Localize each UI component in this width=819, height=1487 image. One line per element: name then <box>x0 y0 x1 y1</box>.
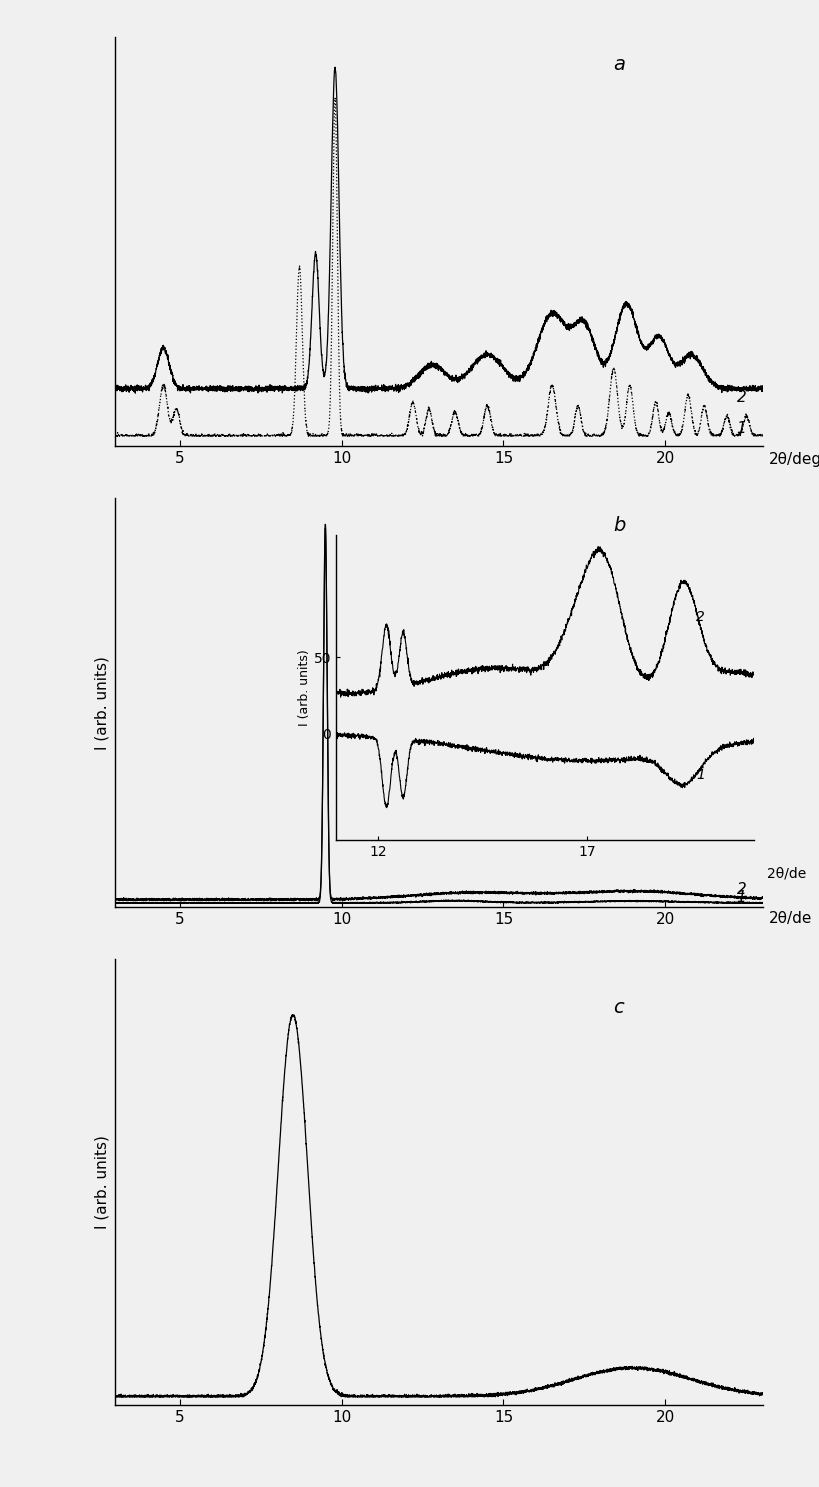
Text: 2θ/de: 2θ/de <box>768 912 812 926</box>
Text: 2θ/de: 2θ/de <box>766 867 805 880</box>
Y-axis label: I (arb. units): I (arb. units) <box>297 650 310 726</box>
Text: a: a <box>613 55 625 74</box>
Text: 2: 2 <box>735 882 745 897</box>
Y-axis label: I (arb. units): I (arb. units) <box>94 1135 109 1230</box>
Text: 1: 1 <box>695 769 704 782</box>
Text: 2: 2 <box>735 390 745 404</box>
Text: 2θ/deg: 2θ/deg <box>768 452 819 467</box>
Text: c: c <box>613 998 623 1017</box>
Text: 2: 2 <box>695 610 704 623</box>
Y-axis label: I (arb. units): I (arb. units) <box>94 656 109 749</box>
Text: b: b <box>613 516 625 535</box>
Text: 1: 1 <box>735 889 745 904</box>
Text: 1: 1 <box>735 421 745 436</box>
